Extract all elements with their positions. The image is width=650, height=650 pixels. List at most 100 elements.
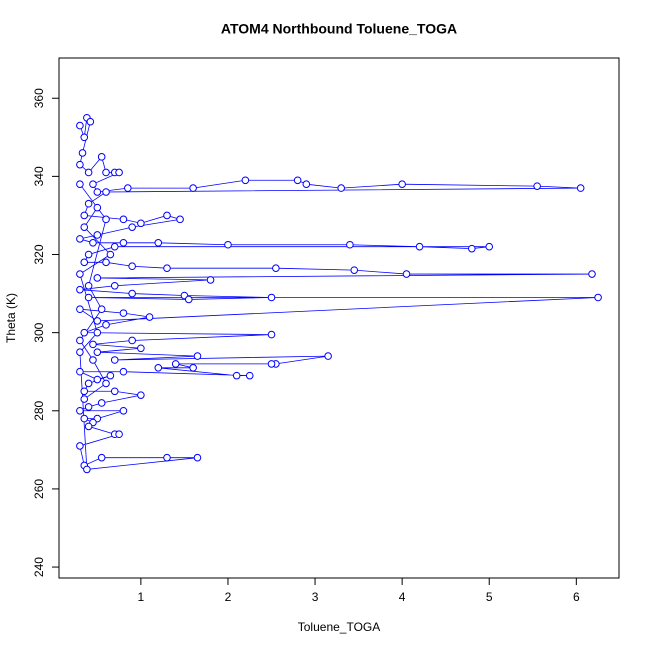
data-point [80, 414, 89, 423]
data-point [324, 352, 332, 360]
data-point [80, 387, 89, 396]
data-point [163, 264, 171, 272]
data-point [102, 188, 110, 196]
data-point [137, 219, 145, 228]
data-point [76, 406, 84, 415]
data-point [97, 399, 106, 407]
data-point [76, 367, 84, 376]
data-point [97, 305, 106, 314]
data-point [267, 360, 276, 368]
data-point [110, 356, 119, 364]
y-axis-label: Theta (K) [4, 293, 18, 343]
data-point [193, 352, 202, 360]
data-point [119, 367, 128, 376]
data-point [232, 371, 241, 380]
y-tick-label: 260 [32, 479, 46, 499]
x-tick-label: 3 [312, 590, 319, 604]
data-point [76, 305, 84, 314]
data-point [588, 270, 596, 278]
data-point [106, 250, 115, 259]
data-point [115, 168, 123, 177]
data-point [293, 176, 302, 185]
data-point [78, 149, 87, 157]
data-point [76, 160, 84, 169]
data-point [80, 258, 89, 267]
data-point [145, 313, 154, 321]
data-point [176, 215, 184, 224]
data-point [206, 276, 215, 284]
data-point [80, 211, 89, 220]
data-point [89, 238, 97, 247]
y-tick-label: 340 [32, 166, 46, 186]
data-point [80, 133, 89, 142]
data-point [154, 364, 163, 372]
data-point [128, 223, 136, 231]
data-point [84, 422, 93, 431]
data-point [110, 281, 119, 290]
data-point [84, 250, 93, 259]
data-point [124, 184, 132, 192]
data-point [272, 264, 280, 272]
data-point [83, 465, 91, 474]
data-point [76, 285, 84, 294]
data-point [76, 336, 84, 345]
data-point [184, 295, 193, 304]
y-tick-label: 280 [32, 400, 46, 420]
data-point [93, 188, 102, 196]
data-point [93, 375, 102, 384]
data-point [189, 184, 197, 192]
data-point [346, 240, 354, 249]
data-point [93, 348, 102, 356]
data-point [84, 199, 93, 208]
data-point [171, 360, 180, 368]
data-point [76, 442, 84, 450]
x-tick-label: 2 [225, 590, 232, 604]
data-point [193, 453, 202, 462]
data-point [80, 395, 89, 403]
data-point [102, 321, 110, 329]
data-point [76, 348, 84, 356]
data-point [402, 270, 411, 278]
data-point [84, 281, 93, 290]
chart-title: ATOM4 Northbound Toluene_TOGA [221, 21, 457, 37]
data-point [93, 203, 102, 212]
data-point [302, 180, 311, 188]
data-point [110, 387, 119, 396]
data-point [119, 406, 128, 415]
data-point [137, 344, 145, 353]
data-point [485, 242, 494, 251]
data-point [119, 238, 128, 247]
data-point [163, 453, 171, 462]
data-point [86, 117, 95, 126]
data-point [241, 176, 250, 185]
x-tick-label: 4 [399, 590, 406, 604]
x-tick-label: 1 [138, 590, 145, 604]
data-point [76, 235, 84, 243]
data-point [115, 430, 123, 439]
data-point [102, 215, 110, 224]
data-point [189, 364, 197, 372]
x-tick-label: 6 [573, 590, 580, 604]
data-point [97, 153, 106, 161]
data-point [398, 180, 406, 188]
y-tick-label: 300 [32, 322, 46, 342]
data-point [137, 391, 145, 399]
data-point [224, 240, 232, 249]
data-point [106, 371, 115, 380]
data-point [128, 262, 136, 271]
data-point [163, 211, 171, 220]
data-point [76, 180, 84, 188]
data-point [468, 244, 476, 253]
data-point [119, 215, 128, 224]
data-point [97, 453, 106, 462]
data-point [80, 328, 89, 337]
data-point [102, 258, 110, 267]
plot-frame [58, 57, 620, 579]
data-point [84, 379, 93, 388]
data-point [93, 328, 102, 337]
data-point [415, 242, 424, 251]
y-tick-label: 240 [32, 557, 46, 577]
data-point [533, 182, 541, 190]
